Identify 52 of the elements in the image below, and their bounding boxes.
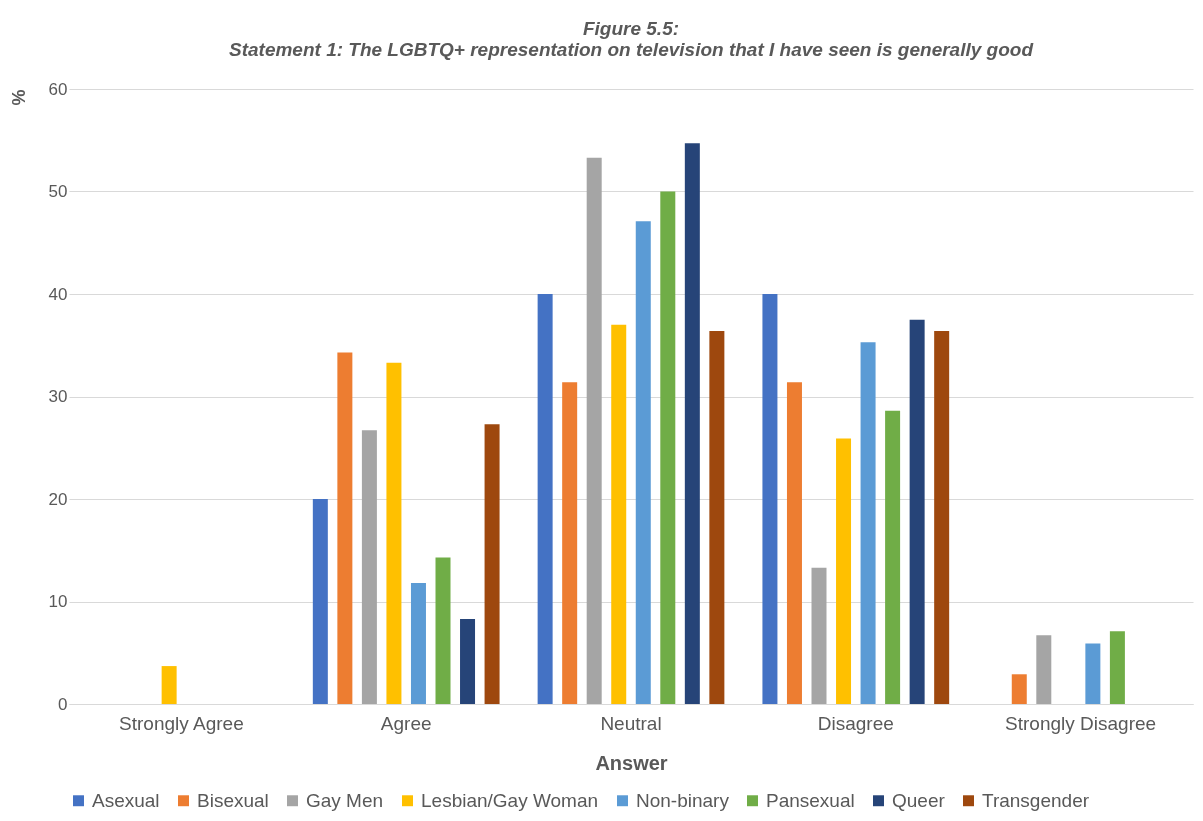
bar — [934, 330, 950, 704]
legend-label: Lesbian/Gay Woman — [421, 789, 599, 811]
y-tick-label: 30 — [48, 387, 68, 406]
bar — [909, 319, 925, 704]
bar — [684, 143, 700, 704]
legend-label: Asexual — [92, 789, 160, 811]
bar — [1085, 643, 1101, 704]
y-tick-label: 0 — [58, 694, 68, 714]
y-tick-label: 40 — [48, 284, 68, 304]
bar — [709, 330, 725, 704]
y-tick-label: 50 — [48, 182, 68, 201]
x-tick-label: Neutral — [600, 712, 662, 734]
bar — [484, 424, 500, 704]
bar — [660, 191, 676, 704]
legend-label: Bisexual — [197, 789, 269, 811]
legend-label: Pansexual — [766, 789, 855, 811]
bar — [762, 294, 778, 704]
bar — [811, 567, 827, 704]
bar — [460, 618, 476, 704]
bar — [611, 324, 627, 704]
bar — [786, 382, 802, 704]
x-tick-label: Agree — [380, 712, 432, 734]
bar — [586, 157, 602, 704]
chart-title: Figure 5.5: Statement 1: The LGBTQ+ representation on television that I have seen is generally good — [229, 18, 1034, 60]
x-tick-label: Strongly Agree — [119, 712, 244, 734]
bar — [860, 342, 876, 704]
bar — [537, 294, 553, 704]
bar — [410, 583, 426, 704]
y-tick-label: 60 — [48, 79, 68, 99]
bar — [161, 666, 177, 704]
legend-label: Non-binary — [636, 789, 730, 811]
y-tick-label: 20 — [48, 489, 68, 509]
y-axis-title: % — [8, 89, 29, 106]
bar — [1109, 631, 1125, 704]
x-axis-title: Answer — [595, 751, 668, 774]
x-tick-label: Disagree — [817, 712, 894, 734]
bar — [836, 438, 852, 704]
bar — [562, 382, 578, 704]
legend-label: Transgender — [982, 789, 1090, 811]
legend-label: Queer — [892, 789, 946, 811]
legend-label: Gay Men — [306, 789, 384, 811]
bar — [1036, 635, 1052, 704]
bar — [635, 221, 651, 704]
bar — [435, 557, 451, 704]
bar — [386, 362, 402, 704]
bar — [885, 410, 901, 704]
bar — [337, 352, 353, 704]
bar — [361, 430, 377, 704]
y-tick-label: 10 — [48, 592, 68, 611]
x-tick-label: Strongly Disagree — [1005, 712, 1157, 734]
bar — [312, 499, 328, 704]
bar — [1011, 674, 1027, 704]
